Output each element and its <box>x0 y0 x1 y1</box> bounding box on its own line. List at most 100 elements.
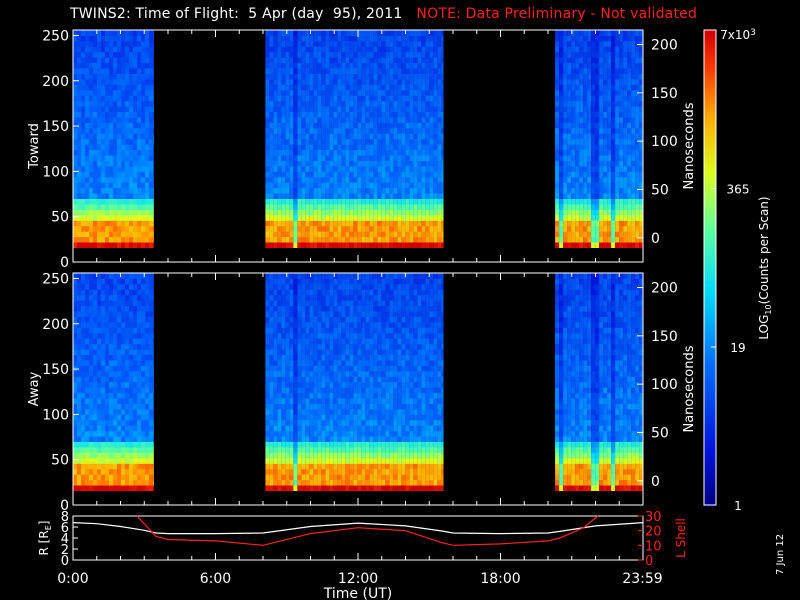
heatmap-cell <box>281 408 286 415</box>
heatmap-cell <box>277 436 282 442</box>
heatmap-cell <box>325 182 330 189</box>
heatmap-cell <box>73 209 77 216</box>
heatmap-cell <box>571 138 576 145</box>
heatmap-cell <box>437 89 442 96</box>
heatmap-cell <box>281 100 286 107</box>
heatmap-cell <box>433 155 438 161</box>
heatmap-cell <box>587 182 592 189</box>
heatmap-cell <box>341 89 346 96</box>
heatmap-cell <box>631 73 636 80</box>
heatmap-cell <box>153 463 154 470</box>
heatmap-cell <box>353 225 358 232</box>
heatmap-cell <box>113 144 117 151</box>
heatmap-cell <box>121 187 125 194</box>
heatmap-cell <box>555 209 560 216</box>
heatmap-cell <box>121 430 125 437</box>
heatmap-cell <box>121 209 125 216</box>
heatmap-cell <box>101 392 105 399</box>
heatmap-cell <box>603 187 608 194</box>
heatmap-cell <box>133 117 137 123</box>
heatmap-cell <box>607 187 612 194</box>
heatmap-cell <box>73 338 77 345</box>
heatmap-cell <box>433 220 438 227</box>
heatmap-cell <box>269 225 274 232</box>
heatmap-cell <box>77 149 81 156</box>
heatmap-cell <box>313 149 318 156</box>
heatmap-cell <box>297 193 302 199</box>
heatmap-cell <box>433 46 438 53</box>
heatmap-cell <box>603 242 608 248</box>
heatmap-cell <box>89 463 93 470</box>
heatmap-cell <box>317 209 322 216</box>
heatmap-cell <box>317 387 322 394</box>
heatmap-cell <box>273 209 278 216</box>
heatmap-cell <box>73 46 77 53</box>
heatmap-cell <box>121 214 125 221</box>
heatmap-cell <box>377 138 382 145</box>
heatmap-cell <box>365 30 370 36</box>
heatmap-cell <box>293 231 298 238</box>
heatmap-cell <box>89 122 93 129</box>
heatmap-cell <box>149 436 153 442</box>
heatmap-cell <box>85 100 89 107</box>
heatmap-cell <box>639 165 643 172</box>
heatmap-cell <box>607 100 612 107</box>
heatmap-cell <box>309 57 314 64</box>
heatmap-cell <box>333 225 338 232</box>
heatmap-cell <box>297 474 302 481</box>
heatmap-cell <box>81 220 85 227</box>
heatmap-cell <box>579 40 584 47</box>
heatmap-cell <box>635 193 640 199</box>
heatmap-cell <box>149 360 153 366</box>
heatmap-cell <box>281 294 286 301</box>
heatmap-cell <box>281 225 286 232</box>
heatmap-cell <box>587 176 592 183</box>
heatmap-cell <box>269 452 274 459</box>
heatmap-cell <box>289 381 294 388</box>
heatmap-cell <box>607 155 612 161</box>
heatmap-cell <box>129 171 133 178</box>
heatmap-cell <box>285 236 290 243</box>
heatmap-cell <box>579 160 584 167</box>
heatmap-cell <box>425 117 430 123</box>
heatmap-cell <box>627 209 632 216</box>
heatmap-cell <box>397 117 402 123</box>
heatmap-cell <box>97 485 101 491</box>
heatmap-cell <box>341 160 346 167</box>
heatmap-cell <box>277 311 282 317</box>
heatmap-cell <box>285 30 290 36</box>
heatmap-cell <box>153 187 154 194</box>
heatmap-cell <box>441 214 444 221</box>
heatmap-cell <box>101 89 105 96</box>
heatmap-cell <box>599 171 604 178</box>
heatmap-cell <box>353 46 358 53</box>
heatmap-cell <box>389 51 394 58</box>
heatmap-cell <box>309 176 314 183</box>
heatmap-cell <box>615 144 620 151</box>
heatmap-cell <box>109 51 113 58</box>
heatmap-cell <box>385 40 390 47</box>
heatmap-cell <box>437 144 442 151</box>
data-segment <box>73 273 154 491</box>
heatmap-cell <box>289 278 294 285</box>
heatmap-cell <box>325 187 330 194</box>
heatmap-cell <box>293 425 298 432</box>
heatmap-cell <box>341 46 346 53</box>
heatmap-cell <box>105 392 109 399</box>
heatmap-cell <box>117 392 121 399</box>
heatmap-cell <box>109 138 113 145</box>
heatmap-cell <box>133 392 137 399</box>
heatmap-cell <box>309 187 314 194</box>
heatmap-cell <box>337 182 342 189</box>
heatmap-cell <box>289 485 294 491</box>
heatmap-cell <box>113 430 117 437</box>
heatmap-cell <box>81 111 85 118</box>
heatmap-cell <box>313 441 318 448</box>
heatmap-cell <box>369 182 374 189</box>
heatmap-cell <box>599 193 604 199</box>
heatmap-cell <box>89 187 93 194</box>
heatmap-cell <box>269 283 274 290</box>
heatmap-cell <box>329 220 334 227</box>
heatmap-cell <box>73 408 77 415</box>
heatmap-cell <box>105 62 109 69</box>
